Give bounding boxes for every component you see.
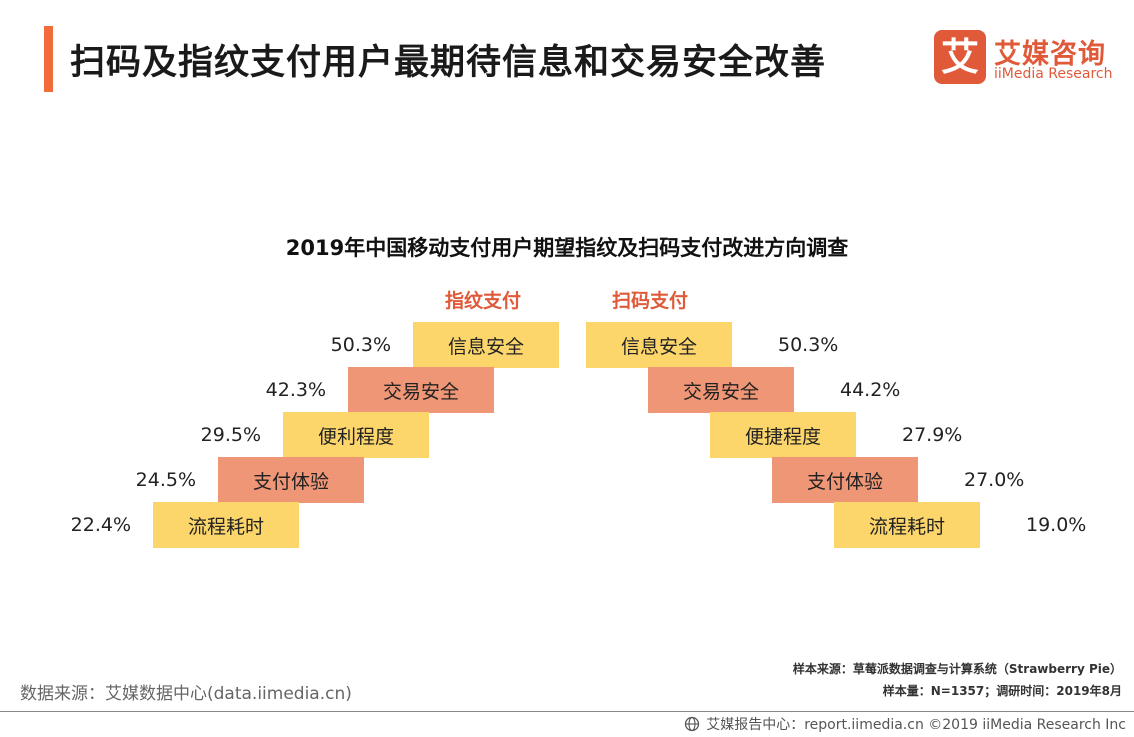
chart-title: 2019年中国移动支付用户期望指纹及扫码支付改进方向调查 bbox=[0, 232, 1134, 262]
data-source: 数据来源：艾媒数据中心(data.iimedia.cn) bbox=[20, 679, 352, 704]
left-value-2: 42.3% bbox=[266, 367, 326, 413]
left-bar-4: 支付体验 bbox=[218, 457, 364, 503]
footer-divider bbox=[0, 711, 1134, 712]
left-value-4: 24.5% bbox=[136, 457, 196, 503]
left-side-title: 指纹支付 bbox=[445, 286, 521, 313]
title-accent-bar bbox=[44, 26, 53, 92]
logo-name-en: iiMedia Research bbox=[994, 66, 1113, 82]
sample-size: 样本量：N=1357；调研时间：2019年8月 bbox=[793, 680, 1122, 702]
sample-info: 样本来源：草莓派数据调查与计算系统（Strawberry Pie） 样本量：N=… bbox=[793, 658, 1122, 702]
left-bar-5: 流程耗时 bbox=[153, 502, 299, 548]
right-bar-2: 交易安全 bbox=[648, 367, 794, 413]
right-value-4: 27.0% bbox=[964, 457, 1024, 503]
left-bar-1: 信息安全 bbox=[413, 322, 559, 368]
footer: 艾媒报告中心：report.iimedia.cn ©2019 iiMedia R… bbox=[684, 714, 1126, 734]
footer-text: 艾媒报告中心：report.iimedia.cn ©2019 iiMedia R… bbox=[706, 714, 1126, 734]
right-value-2: 44.2% bbox=[840, 367, 900, 413]
right-side-title: 扫码支付 bbox=[612, 286, 688, 313]
logo-mark-icon: 艾 bbox=[934, 30, 986, 84]
iimedia-logo: 艾 艾媒咨询 iiMedia Research bbox=[934, 30, 1114, 86]
right-bar-1: 信息安全 bbox=[586, 322, 732, 368]
right-value-3: 27.9% bbox=[902, 412, 962, 458]
right-value-1: 50.3% bbox=[778, 322, 838, 368]
right-bar-5: 流程耗时 bbox=[834, 502, 980, 548]
left-bar-2: 交易安全 bbox=[348, 367, 494, 413]
left-bar-3: 便利程度 bbox=[283, 412, 429, 458]
left-value-5: 22.4% bbox=[71, 502, 131, 548]
sample-source: 样本来源：草莓派数据调查与计算系统（Strawberry Pie） bbox=[793, 658, 1122, 680]
right-bar-4: 支付体验 bbox=[772, 457, 918, 503]
left-value-1: 50.3% bbox=[331, 322, 391, 368]
right-value-5: 19.0% bbox=[1026, 502, 1086, 548]
page-title: 扫码及指纹支付用户最期待信息和交易安全改善 bbox=[70, 34, 826, 85]
left-value-3: 29.5% bbox=[201, 412, 261, 458]
right-bar-3: 便捷程度 bbox=[710, 412, 856, 458]
globe-icon bbox=[684, 716, 700, 732]
